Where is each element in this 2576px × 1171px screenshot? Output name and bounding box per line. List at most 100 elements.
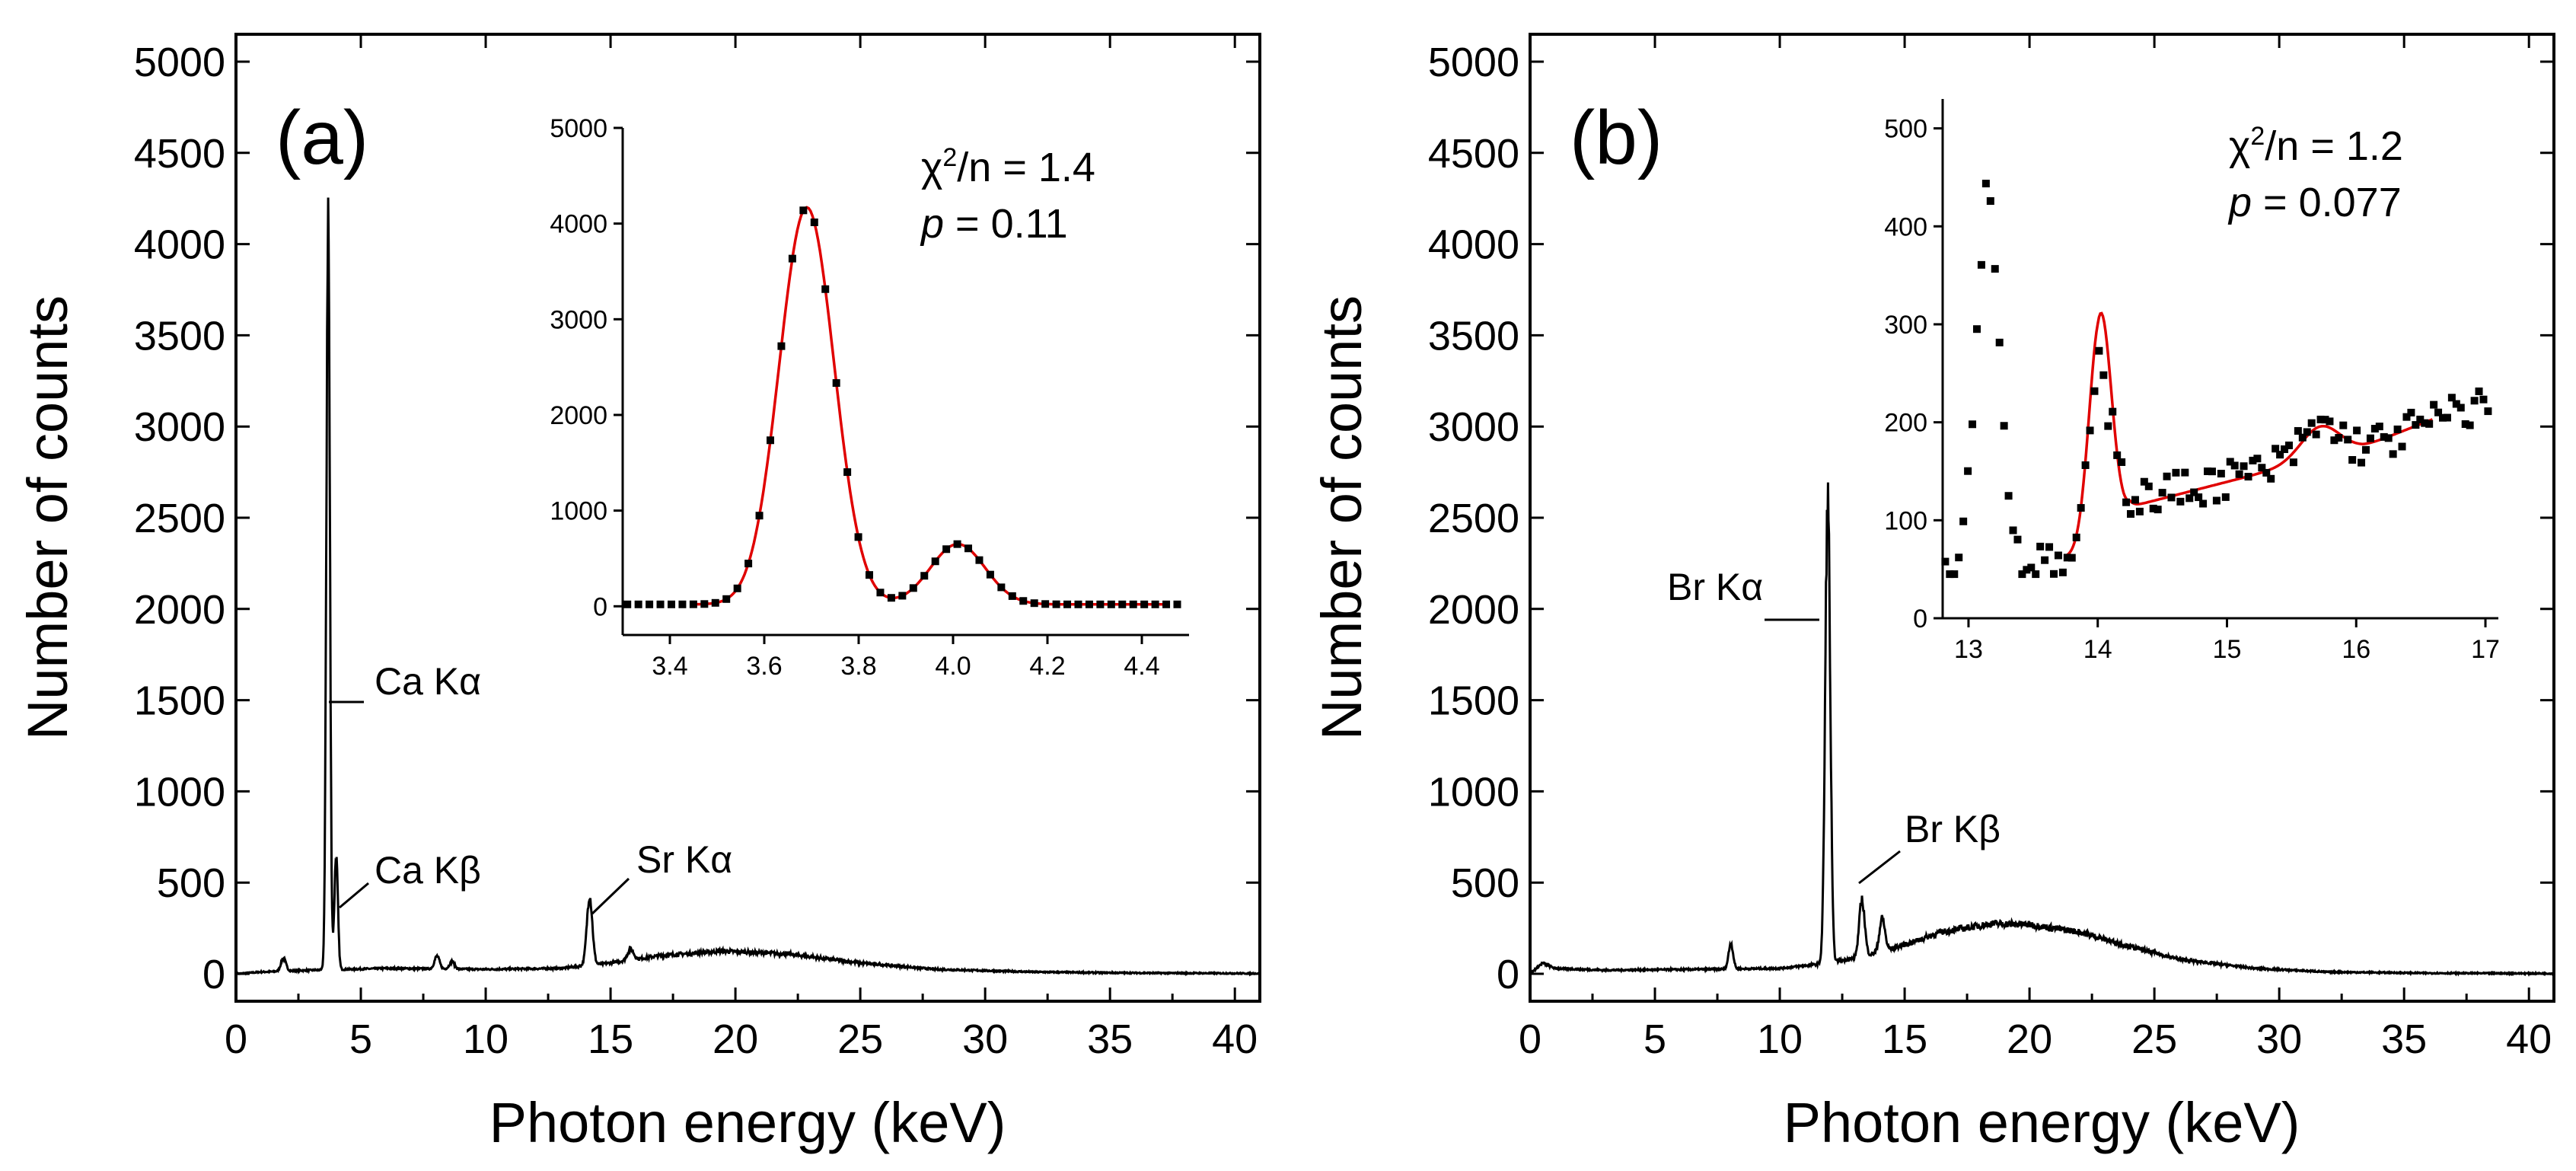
b-inset-point [2267,474,2275,483]
a-inset-point [744,560,753,568]
b-inset-point [2000,422,2008,430]
a-y-tick-label: 1500 [134,678,225,724]
a-y-axis-title: Number of counts [16,295,79,740]
b-y-tick-label: 1000 [1428,769,1519,815]
b-inset-point [1941,557,1950,566]
b-inset-point [2172,468,2180,477]
b-inset-point [2009,526,2017,534]
b-inset-point [2217,470,2225,478]
a-inset-point [898,592,907,600]
a-inset-plot: 3.4 3.6 3.8 4.0 4.2 4.4010002000300040005000 … [550,114,1189,681]
a-inset-point [755,512,764,520]
b-inset-pvalue: p = 0.077 [2227,180,2402,225]
a-inset-point [1118,600,1127,608]
a-inset-point [1129,600,1137,608]
a-inset-point [1151,600,1159,608]
a-p-symbol: p [920,201,944,247]
a-annotation-ca-kbeta: Ca Kβ [339,849,481,909]
b-inset-point [2235,470,2243,478]
b-inset-x-tick-label: 14 [2083,635,2112,664]
b-inset-point [2461,420,2469,429]
b-inset-point [1981,180,1990,188]
b-inset-point [2095,346,2103,355]
a-inset-point [1074,600,1082,608]
a-y-tick-label: 4500 [134,131,225,177]
b-inset-point [2181,468,2189,477]
b-inset-point [2167,493,2176,502]
b-inset-point [2425,420,2434,428]
a-spectrum-line [236,197,1261,977]
b-inset-point [2067,554,2076,562]
a-inset-pvalue: p = 0.11 [920,201,1068,247]
b-inset-point [2099,371,2108,379]
b-inset-y-tick-label: 300 [1884,311,1927,340]
b-inset-point [2077,504,2085,512]
b-inset-point [2434,408,2443,416]
a-inset-x-tick-label: 3.6 [746,652,782,681]
b-inset-point [2361,445,2370,454]
a-inset-x-tick-label: 3.8 [840,652,876,681]
a-inset-point [678,600,687,608]
a-annotation-label: Ca Kβ [375,849,481,892]
a-inset-point [711,598,719,607]
b-inset-point [2249,456,2257,464]
a-inset-point [909,584,917,592]
b-inset-point [2135,507,2144,515]
a-inset-point [821,285,830,293]
b-inset-x-tick-label: 13 [1954,635,1983,664]
a-panel-label: (a) [276,95,368,180]
b-inset-point [2307,419,2316,427]
a-inset-y-tick-label: 1000 [550,497,607,526]
a-inset-point [832,379,840,388]
b-inset-point [2109,407,2117,416]
b-inset-point [2466,421,2474,429]
a-inset-y-tick-label: 5000 [550,114,607,143]
a-inset-point [1041,600,1050,608]
a-y-tick-label: 0 [202,952,225,997]
b-x-tick-label: 5 [1643,1016,1666,1062]
a-inset-point [777,342,786,350]
b-inset-point [2402,413,2411,421]
b-inset-point [2221,493,2230,501]
b-inset-point [2122,498,2131,506]
b-inset-point [1964,467,1972,475]
b-inset-point [1955,554,1963,562]
a-x-tick-label: 40 [1212,1016,1258,1062]
b-inset-x-tick-label: 16 [2342,635,2370,664]
b-y-tick-label: 0 [1497,952,1519,997]
b-inset-x-tick-label: 15 [2213,635,2242,664]
a-inset-x-tick-label: 3.4 [652,652,687,681]
b-inset-point [2086,426,2094,435]
panel-b: 0 5 10 15 20 25 30 35 40050010001500200025003000… [1310,33,2555,1154]
b-inset-point [2484,407,2492,416]
a-y-tick-label: 2500 [134,496,225,541]
b-axis-ticks: 0 5 10 15 20 25 30 35 40050010001500200025003000… [1428,34,2554,1062]
a-inset-y-tick-label: 3000 [550,305,607,334]
b-inset-point [2303,428,2311,436]
a-inset-x-tick-label: 4.0 [935,652,971,681]
b-p-symbol: p [2227,180,2252,225]
b-inset-point [2230,461,2239,470]
b-fit-path [2064,311,2434,557]
a-inset-point [810,219,818,227]
a-x-tick-label: 35 [1087,1016,1133,1062]
b-annotation-leader [1858,850,1901,885]
b-inset-point [2072,533,2080,541]
b-annotation-br-kbeta: Br Kβ [1858,808,2001,885]
b-x-tick-label: 25 [2131,1016,2177,1062]
b-inset-point [1946,570,1954,579]
b-y-tick-label: 3000 [1428,404,1519,450]
b-chi2-exponent: 2 [2250,122,2265,151]
a-annotation-label: Ca Kα [375,660,481,703]
b-inset-point [2253,455,2262,463]
b-inset-point [2375,423,2383,431]
b-inset-point [1991,265,1999,273]
b-chi2-value: /n = 1.2 [2265,123,2403,169]
b-inset-point [1995,338,2004,346]
a-inset-ticks: 3.4 3.6 3.8 4.0 4.2 4.4 0 1000 2000 3000 4000 5000 [550,114,1189,681]
b-inset-point [2456,404,2465,412]
a-inset-point [887,594,895,602]
b-y-tick-label: 5000 [1428,40,1519,85]
a-inset-point [634,600,642,608]
b-inset-point [2195,493,2203,502]
